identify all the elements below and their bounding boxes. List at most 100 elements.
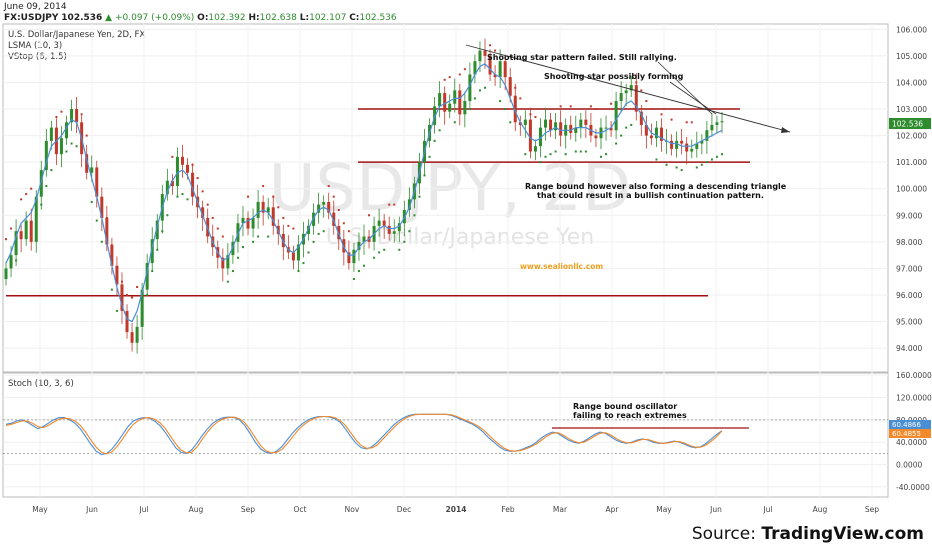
candle-body bbox=[554, 122, 558, 131]
vstop-dot bbox=[721, 153, 723, 156]
candle-body bbox=[362, 236, 366, 242]
candle-body bbox=[120, 284, 124, 311]
candle-body bbox=[85, 154, 89, 173]
stoch-tick-label: 0.0000 bbox=[896, 461, 922, 470]
vstop-dot bbox=[191, 163, 194, 166]
stoch-k-tag: 60.4866 bbox=[889, 420, 931, 429]
stoch-d-tag-text: 60.4855 bbox=[892, 430, 921, 438]
vstop-dot bbox=[105, 216, 108, 219]
time-tick-label: Apr bbox=[606, 505, 620, 514]
vstop-dot bbox=[564, 153, 567, 156]
vstop-dot bbox=[25, 193, 28, 196]
candle-body bbox=[649, 135, 653, 139]
vstop-dot bbox=[231, 270, 234, 273]
vstop-dot bbox=[327, 185, 330, 188]
candle-body bbox=[523, 119, 527, 125]
candle-body bbox=[675, 140, 679, 149]
vstop-dot bbox=[650, 108, 653, 111]
candle-body bbox=[659, 127, 663, 141]
candle-body bbox=[594, 135, 598, 139]
annotation-shooting-star-forming: Shooting star possibly forming bbox=[544, 72, 684, 81]
candle-body bbox=[463, 101, 467, 115]
price-tick-label: 101.000 bbox=[896, 158, 927, 167]
price-tick-label: 105.000 bbox=[896, 52, 927, 61]
price-panel-frame bbox=[2, 23, 889, 373]
candle-body bbox=[382, 220, 386, 226]
annotation-oscillator-1: Range bound oscillator bbox=[573, 402, 677, 411]
candle-body bbox=[629, 85, 633, 91]
candle-body bbox=[241, 217, 245, 224]
candle-body bbox=[322, 201, 326, 205]
vstop-dot bbox=[85, 134, 88, 137]
stoch-d-tag: 60.4855 bbox=[889, 429, 931, 438]
vstop-dot bbox=[408, 230, 411, 233]
vstop-dot bbox=[630, 123, 633, 126]
price-tick-label: 94.000 bbox=[896, 344, 922, 353]
header-date: June 09, 2014 bbox=[4, 2, 67, 12]
vstop-dot bbox=[660, 113, 663, 116]
vstop-dot bbox=[166, 214, 169, 217]
vstop-legend: VStop (6, 1.5) bbox=[8, 52, 67, 62]
vstop-dot bbox=[473, 97, 476, 100]
vstop-dot bbox=[509, 121, 512, 124]
vstop-dot bbox=[458, 73, 461, 76]
candle-body bbox=[19, 231, 23, 240]
candle-body bbox=[670, 140, 674, 149]
vstop-dot bbox=[655, 158, 658, 161]
candle-body bbox=[614, 101, 618, 131]
trend-annotations bbox=[465, 44, 791, 429]
vstop-dot bbox=[35, 222, 38, 225]
price-axis: 94.000 95.000 96.000 97.000 98.000 99.000 100.… bbox=[896, 25, 927, 353]
candle-body bbox=[715, 122, 719, 125]
candle-body bbox=[271, 207, 275, 226]
vstop-dot bbox=[75, 145, 78, 148]
date-label: June 09, 2014 bbox=[4, 2, 67, 12]
candle-body bbox=[307, 225, 311, 234]
vstop-dot bbox=[156, 248, 159, 251]
candle-body bbox=[110, 244, 114, 266]
vstop-dot bbox=[554, 150, 557, 153]
candle-body bbox=[528, 119, 532, 152]
website-link[interactable]: www.sealionllc.com bbox=[520, 262, 603, 271]
vstop-dot bbox=[605, 153, 608, 156]
header-quote-line: FX:USDJPY 102.536 ▲ +0.097 (+0.09%) O:10… bbox=[4, 13, 397, 23]
vstop-dot bbox=[428, 155, 431, 158]
price-tick-label: 96.000 bbox=[896, 291, 922, 300]
candle-body bbox=[115, 265, 119, 285]
vstop-dot bbox=[171, 155, 174, 158]
candle-body bbox=[34, 196, 38, 242]
lsma-line-group bbox=[5, 63, 723, 323]
stoch-panel-frame bbox=[2, 372, 889, 498]
time-tick-label: Jun bbox=[709, 505, 722, 514]
last-price: 102.536 bbox=[61, 13, 103, 23]
candle-body bbox=[352, 249, 356, 264]
stoch-k-tag-text: 60.4866 bbox=[892, 421, 921, 429]
candle-body bbox=[24, 220, 28, 240]
vstop-dot bbox=[423, 174, 426, 177]
candle-body bbox=[332, 212, 336, 226]
candle-body bbox=[493, 74, 497, 78]
vstop-dot bbox=[247, 195, 250, 198]
high-value: 102.638 bbox=[259, 13, 297, 23]
candle-body bbox=[680, 140, 684, 144]
vstop-dot bbox=[574, 150, 577, 153]
vstop-dot bbox=[282, 216, 285, 219]
candle-body bbox=[90, 167, 94, 173]
vstop-dot bbox=[680, 169, 683, 172]
vstop-dot bbox=[252, 240, 255, 243]
vstop-dot bbox=[342, 222, 345, 225]
candle-body bbox=[569, 124, 573, 133]
candle-body bbox=[246, 217, 250, 229]
candle-body bbox=[695, 143, 699, 149]
candle-body bbox=[186, 164, 190, 173]
time-tick-label: Sep bbox=[865, 505, 879, 514]
candle-body bbox=[458, 90, 462, 115]
candle-body bbox=[579, 119, 583, 128]
vstop-dot bbox=[685, 121, 688, 124]
vstop-dot bbox=[45, 185, 48, 188]
vstop-dot bbox=[307, 251, 310, 254]
vstop-dot bbox=[131, 296, 134, 299]
vstop-dot bbox=[373, 256, 376, 259]
vstop-dot bbox=[277, 206, 280, 209]
